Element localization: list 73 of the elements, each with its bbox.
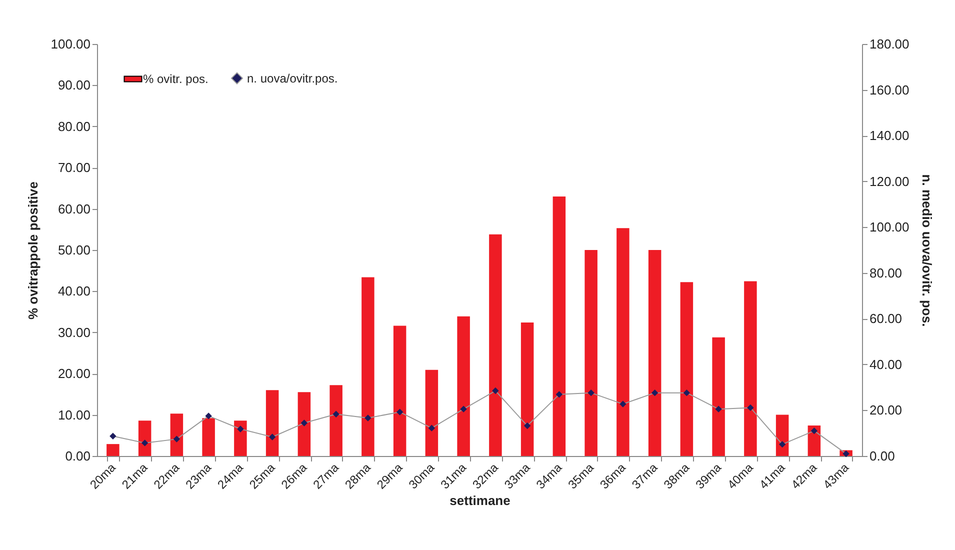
point xyxy=(588,389,594,396)
bar xyxy=(808,426,821,456)
point xyxy=(842,450,850,458)
bar xyxy=(457,316,470,456)
point xyxy=(524,422,531,430)
y-tick-label: 70.00 xyxy=(58,160,90,176)
point xyxy=(460,406,467,412)
bar xyxy=(425,370,438,456)
point xyxy=(428,424,436,432)
bar xyxy=(362,277,374,456)
bar xyxy=(744,281,757,456)
point xyxy=(747,404,754,412)
y2-tick-label: 160.00 xyxy=(870,82,910,98)
bar xyxy=(330,385,342,456)
bar xyxy=(584,250,598,456)
bar xyxy=(202,418,215,456)
y2-axis-title: n. medio uova/ovitr. pos. xyxy=(919,174,934,327)
y-tick-label: 100.00 xyxy=(50,36,90,52)
bar xyxy=(489,234,502,456)
point xyxy=(492,387,499,394)
y2-tick-label: 80.00 xyxy=(870,265,902,280)
y2-tick-label: 0.00 xyxy=(870,448,895,464)
point xyxy=(715,406,722,412)
x-axis-title: settimane xyxy=(450,492,510,508)
y2-tick-label: 120.00 xyxy=(870,174,910,189)
bar xyxy=(234,420,247,456)
point xyxy=(110,432,116,440)
bar xyxy=(520,322,534,456)
bar xyxy=(712,337,725,456)
bar xyxy=(266,390,279,456)
legend-label: % ovitr. pos. xyxy=(143,72,208,86)
y-tick-label: 80.00 xyxy=(58,118,90,134)
y-tick-label: 60.00 xyxy=(58,201,90,216)
y-tick-label: 0.00 xyxy=(65,448,90,464)
y-tick-label: 30.00 xyxy=(58,324,90,340)
legend-label: n. uova/ovitr.pos. xyxy=(247,71,338,86)
point xyxy=(810,427,818,434)
bar xyxy=(552,196,566,456)
bar xyxy=(648,250,662,456)
point xyxy=(332,410,340,418)
bar xyxy=(616,228,630,456)
y2-tick-label: 20.00 xyxy=(870,402,902,418)
bar xyxy=(170,414,184,456)
bar xyxy=(680,282,694,456)
bar xyxy=(776,414,789,456)
bar xyxy=(298,392,311,456)
point xyxy=(205,412,212,420)
y-tick-label: 90.00 xyxy=(58,78,90,93)
y2-tick-label: 40.00 xyxy=(870,356,902,372)
point xyxy=(141,440,148,446)
y2-tick-label: 60.00 xyxy=(870,311,902,326)
point xyxy=(237,426,244,432)
point xyxy=(300,420,308,426)
y-tick-label: 20.00 xyxy=(58,366,90,382)
y-tick-label: 50.00 xyxy=(58,242,90,258)
y2-tick-label: 180.00 xyxy=(870,36,910,52)
point xyxy=(364,414,372,422)
bar xyxy=(393,326,406,456)
y-tick-label: 10.00 xyxy=(58,407,90,422)
y2-tick-label: 140.00 xyxy=(870,128,910,144)
point xyxy=(651,389,658,396)
bar xyxy=(138,420,152,456)
bar xyxy=(106,444,120,456)
point xyxy=(173,436,180,442)
y-axis-title: % ovitrappole positive xyxy=(26,182,41,320)
point xyxy=(683,389,690,396)
point xyxy=(778,440,786,448)
point xyxy=(396,408,404,416)
point xyxy=(620,400,626,408)
point xyxy=(556,391,563,398)
y-tick-label: 40.00 xyxy=(58,284,90,299)
y2-tick-label: 100.00 xyxy=(870,220,910,235)
point xyxy=(268,434,276,440)
